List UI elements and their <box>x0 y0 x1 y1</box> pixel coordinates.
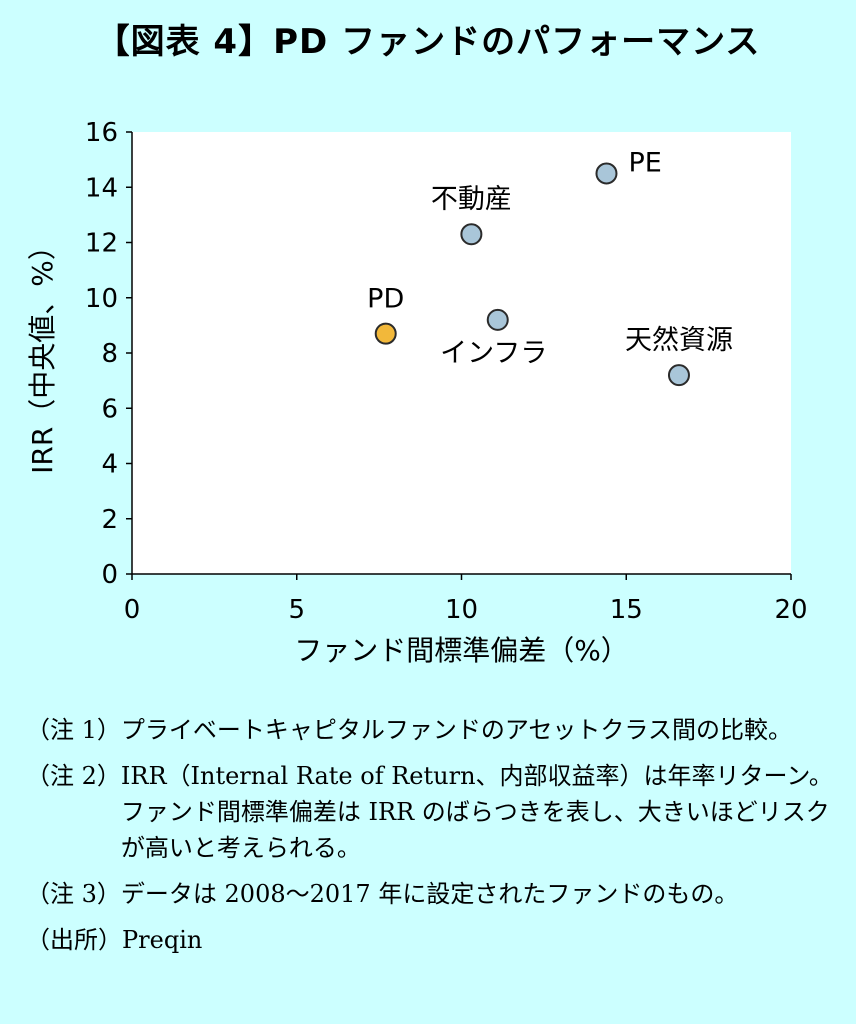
point-label: インフラ <box>440 338 547 369</box>
source-note: （出所） Preqin <box>26 922 846 958</box>
note-2-tag: （注 2） <box>26 762 121 790</box>
point-label: 天然資源 <box>625 325 733 356</box>
point-label: 不動産 <box>431 184 512 215</box>
y-tick-label: 6 <box>101 394 118 424</box>
y-axis-title: IRR（中央値、%） <box>26 232 59 474</box>
scatter-point <box>460 223 483 246</box>
note-3-tag: （注 3） <box>26 880 121 908</box>
scatter-point <box>374 322 397 345</box>
y-tick-label: 8 <box>101 339 118 369</box>
note-2: （注 2） IRR（Internal Rate of Return、内部収益率）… <box>26 758 846 866</box>
y-tick-label: 4 <box>101 450 118 480</box>
point-label: PE <box>628 147 661 178</box>
note-1: （注 1） プライベートキャピタルファンドのアセットクラス間の比較。 <box>26 712 846 748</box>
note-1-tag: （注 1） <box>26 716 121 744</box>
x-tick-label: 5 <box>288 595 305 625</box>
source-tag: （出所） <box>26 926 122 954</box>
x-axis-title: ファンド間標準偏差（%） <box>294 634 629 667</box>
chart-title: 【図表 4】PD ファンドのパフォーマンス <box>95 22 761 62</box>
point-label: PD <box>367 284 404 315</box>
x-tick-label: 10 <box>445 595 478 625</box>
note-3-text: データは 2008～2017 年に設定されたファンドのもの。 <box>120 880 739 908</box>
source-text: Preqin <box>122 926 203 954</box>
y-tick-label: 0 <box>101 560 118 590</box>
plot-area <box>132 132 791 574</box>
note-1-text: プライベートキャピタルファンドのアセットクラス間の比較。 <box>120 716 792 744</box>
note-3: （注 3） データは 2008～2017 年に設定されたファンドのもの。 <box>26 876 846 912</box>
y-tick-label: 16 <box>85 118 118 148</box>
x-tick-label: 0 <box>124 595 141 625</box>
x-tick-label: 20 <box>774 595 807 625</box>
note-2-text: IRR（Internal Rate of Return、内部収益率）は年率リター… <box>120 762 833 862</box>
x-tick-label: 15 <box>610 595 643 625</box>
notes-section: （注 1） プライベートキャピタルファンドのアセットクラス間の比較。 （注 2）… <box>26 712 846 968</box>
y-tick-label: 10 <box>85 284 118 314</box>
y-tick-label: 12 <box>85 229 118 259</box>
scatter-point <box>595 162 618 185</box>
y-tick-label: 2 <box>101 505 118 535</box>
scatter-point <box>486 308 509 331</box>
scatter-chart: 0 2 4 6 8 10 12 14 16 0 5 10 15 20 ファンド間標準偏差（%） IRR（中央値… <box>26 118 808 667</box>
scatter-point <box>667 364 690 387</box>
y-tick-label: 14 <box>85 173 118 203</box>
